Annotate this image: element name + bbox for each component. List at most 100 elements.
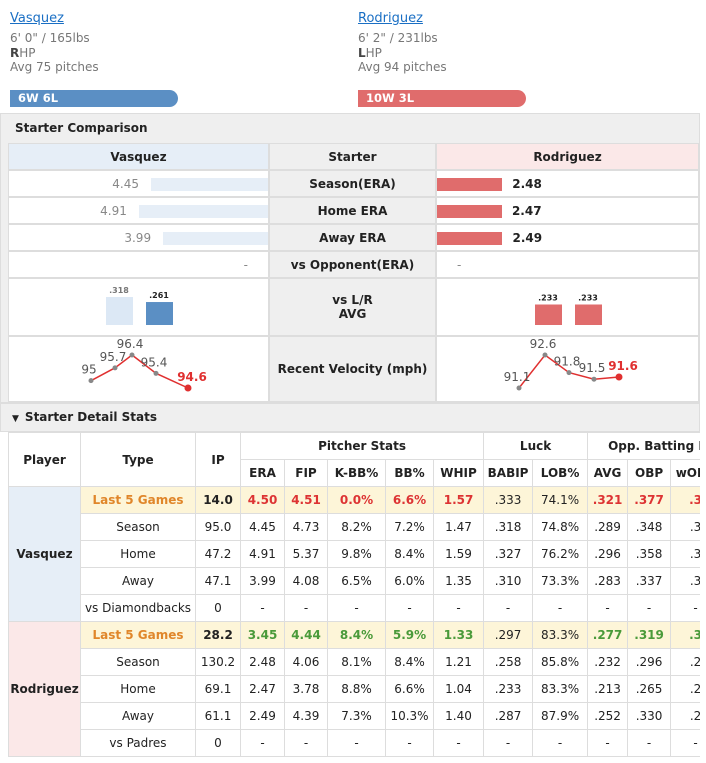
stat-cell: 69.1 [195,675,241,703]
velocity-value: 91.1 [504,370,531,384]
era-cell: 2.48 [436,170,699,197]
stat-row: Season 130.2 2.48 4.06 8.1% 8.4% 1.21.258 85.8%… [9,648,700,676]
stat-cell: 1.57 [432,486,485,514]
stat-cell: 4.91 [240,540,285,568]
header-cell: Starter [269,143,436,170]
era-cell: - [8,251,269,278]
stat-cell: 9.8% [327,540,386,568]
era-bar [138,205,268,218]
label-line: vs L/R [332,293,373,307]
stat-cell: .258 [483,648,534,676]
stat-cell: 5.37 [284,540,328,568]
row-label: Away ERA [269,224,436,251]
stat-cell: 73.3% [532,567,589,595]
stat-cell: - [327,729,386,757]
stat-cell: .327 [483,540,534,568]
velocity-value: 95 [81,363,96,377]
label-line: AVG [338,307,367,321]
stat-cell: - [327,594,386,622]
split-chart: .318L(51.0).261R(44.0) [106,286,173,325]
velocity-label: Recent Velocity (mph) [269,336,436,402]
stat-row: Season 95.0 4.45 4.73 8.2% 7.2% 1.47.318 74.8%.… [9,513,700,541]
stat-cell: 61.1 [195,702,241,730]
velocity-point [566,370,572,376]
group-header: Opp. Batting Line [587,432,700,460]
stat-cell: .3 [670,567,700,595]
pitcher-hand: LHP [358,46,382,60]
stat-cell: - [432,594,485,622]
pitcher-link[interactable]: Rodriguez [358,11,423,26]
stat-cell: .252 [587,702,629,730]
type-cell: Home [80,540,196,568]
stat-cell: .2 [670,702,700,730]
velocity-point [542,352,548,358]
stat-cell: .3 [670,513,700,541]
velocity-point [184,384,192,392]
stat-cell: - [627,594,672,622]
detail-bar [0,403,700,432]
velocity-value: 91.8 [554,355,581,369]
era-bar [437,232,503,245]
stat-cell: .2 [670,648,700,676]
stat-cell: - [670,729,700,757]
header-row: Player Type IP Pitcher Stats Luck Opp. Battin… [8,432,700,487]
detail-wrap: Player Type IP Pitcher Stats Luck Opp. Battin… [8,432,700,763]
stat-cell: 8.4% [385,540,434,568]
velocity-value: 95.7 [100,350,127,364]
stat-cell: 85.8% [532,648,589,676]
era-cell: 4.45 [8,170,269,197]
velocity-value: 96.4 [117,337,144,351]
stat-row: vs Padres 0- - - - - - - - - - [9,729,700,757]
era-value: 4.91 [100,203,127,218]
stat-cell: - [532,729,589,757]
stat-cell: - [385,594,434,622]
stat-cell: 4.08 [284,567,328,595]
title-text: Starter Detail Stats [24,410,157,424]
stat-cell: 76.2% [532,540,589,568]
stat-cell: - [385,729,434,757]
velocity-chart: 91.1 92.6 91.891.5 91.6 [504,337,638,391]
row-label: vs Opponent(ERA) [269,251,436,278]
stat-cell: 7.3% [327,702,386,730]
era-value: 2.49 [512,230,543,245]
avg-pitches: Avg 75 pitches [10,60,99,74]
col-header: BABIP [483,459,534,487]
row-label: Home ERA [269,197,436,224]
era-value: - [243,257,248,272]
velocity-point [153,370,159,376]
detail-title: ▼ Starter Detail Stats [12,410,157,424]
stat-cell: .337 [627,567,672,595]
stat-cell: .319 [627,621,672,649]
stat-cell: 1.21 [432,648,485,676]
hand: R [10,46,20,60]
era-cell: 3.99 [8,224,269,251]
velocity-point [516,385,522,391]
era-bar [437,205,502,218]
stat-cell: .333 [483,486,534,514]
stat-cell: 83.3% [532,621,589,649]
stat-cell: 47.2 [195,540,241,568]
stat-cell: 6.0% [385,567,434,595]
era-value: 2.47 [511,203,542,218]
record-bar: 10W 3L [358,90,526,107]
player-cell: Vasquez [8,486,81,622]
stat-cell: 4.44 [284,621,328,649]
col-header: Type [80,432,196,487]
velocity-value: 92.6 [530,337,557,351]
stat-cell: 0.0% [327,486,386,514]
stat-row: Home 69.1 2.47 3.78 8.8% 6.6% 1.04.233 83.3% .21… [9,675,700,703]
row-label: Season(ERA) [269,170,436,197]
pitcher-size: 6' 0" / 165lbs [10,31,90,45]
velocity-cell: 91.1 92.6 91.8 91.5 91.6 [436,336,699,402]
type-cell: Season [80,648,196,676]
pitcher-link[interactable]: Vasquez [10,11,64,26]
stat-cell: - [670,594,700,622]
stat-cell: 95.0 [195,513,241,541]
stat-cell: 8.8% [327,675,386,703]
stat-cell: - [483,729,534,757]
era-bar [437,178,503,191]
stat-cell: .330 [627,702,672,730]
